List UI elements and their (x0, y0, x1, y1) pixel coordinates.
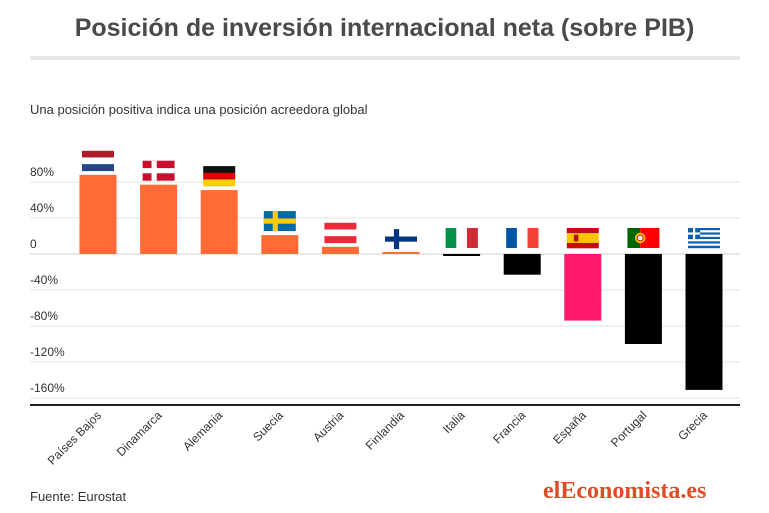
flag-stripe (688, 243, 720, 246)
flag-stripe (527, 228, 539, 248)
flag-stripe (82, 150, 114, 158)
y-tick-label: -40% (30, 273, 58, 287)
flag-stripe (466, 228, 478, 248)
flag-stripe (627, 228, 641, 248)
flag-stripe (688, 234, 720, 238)
y-tick-label: -160% (30, 381, 65, 395)
flag-stripe (203, 172, 236, 180)
flag-stripe (688, 230, 720, 233)
x-tick-label: Alemania (180, 408, 226, 454)
flag-stripe (566, 243, 599, 249)
flag-cross (151, 160, 157, 181)
y-tick-label: 40% (30, 201, 54, 215)
denmark-flag-icon (142, 160, 175, 181)
y-tick-label: 80% (30, 165, 54, 179)
title-divider (30, 56, 740, 60)
x-tick-label: Dinamarca (114, 408, 165, 459)
flag-stripe (82, 164, 114, 172)
flag-stripe (324, 222, 357, 230)
y-tick-label: -120% (30, 345, 65, 359)
flag-cross (385, 236, 417, 242)
spain-flag-icon (566, 228, 599, 249)
bar (564, 254, 602, 321)
y-tick-label: 0 (30, 237, 37, 251)
flag-stripe (688, 241, 720, 244)
flag-stripe (506, 228, 518, 248)
x-tick-label: Austria (310, 408, 347, 445)
flag-cross (142, 168, 175, 174)
sweden-flag-icon (263, 211, 296, 232)
x-tick-label: Francia (490, 408, 528, 446)
flag-stripe (688, 245, 720, 249)
netherlands-flag-icon (82, 150, 114, 172)
bar-chart: 80% 40% 0 -40% -80% -120% -160% Países Bajos Din… (30, 150, 740, 468)
flag-cross (263, 218, 296, 224)
bar (261, 235, 299, 254)
x-tick-label: Suecia (250, 408, 286, 444)
flag-stripe (516, 228, 528, 248)
bar (140, 184, 178, 254)
x-tick-label: Países Bajos (45, 408, 104, 467)
finland-flag-icon (385, 229, 417, 250)
portugal-flag-icon (627, 228, 660, 248)
flag-stripe (203, 166, 236, 174)
flag-stripe (566, 228, 599, 234)
x-tick-label: España (550, 408, 589, 447)
flag-stripe (203, 179, 236, 187)
germany-flag-icon (203, 166, 236, 187)
italy-flag-icon (445, 228, 478, 248)
bar (503, 254, 541, 275)
chart-title: Posición de inversión internacional neta… (74, 14, 695, 42)
flag-stripe (688, 228, 720, 231)
bar (624, 254, 662, 344)
source-note: Fuente: Eurostat (30, 489, 127, 504)
flag-stripe (688, 236, 720, 240)
x-tick-label: Finlandia (363, 408, 408, 453)
flag-stripe (566, 238, 599, 244)
chart-subtitle: Una posición positiva indica una posició… (30, 102, 368, 117)
bar (382, 252, 420, 254)
flag-stripe (82, 157, 114, 165)
x-tick-label: Grecia (675, 408, 710, 443)
flag-stripe (688, 232, 720, 235)
flag-stripe (324, 229, 357, 237)
flag-stripe (640, 228, 660, 248)
bar (79, 174, 117, 254)
y-tick-label: -80% (30, 309, 58, 323)
bar (200, 190, 238, 254)
flag-stripe (445, 228, 457, 248)
flag-stripe (456, 228, 468, 248)
flag-emblem (636, 234, 644, 242)
flag-cross (272, 211, 278, 232)
flag-cross (393, 229, 400, 250)
bar (685, 254, 723, 390)
austria-flag-icon (324, 222, 357, 244)
x-tick-label: Portugal (608, 408, 650, 450)
flag-emblem (573, 234, 579, 242)
greece-flag-icon (688, 228, 720, 249)
x-tick-label: Italia (440, 408, 468, 436)
flag-stripe (566, 233, 599, 239)
flag-stripe (324, 236, 357, 244)
flag-stripe (688, 239, 720, 242)
bar (321, 246, 359, 254)
flag-cross (692, 228, 696, 240)
bar (443, 254, 481, 256)
brand-logo: elEconomista.es (543, 478, 707, 504)
france-flag-icon (506, 228, 539, 248)
